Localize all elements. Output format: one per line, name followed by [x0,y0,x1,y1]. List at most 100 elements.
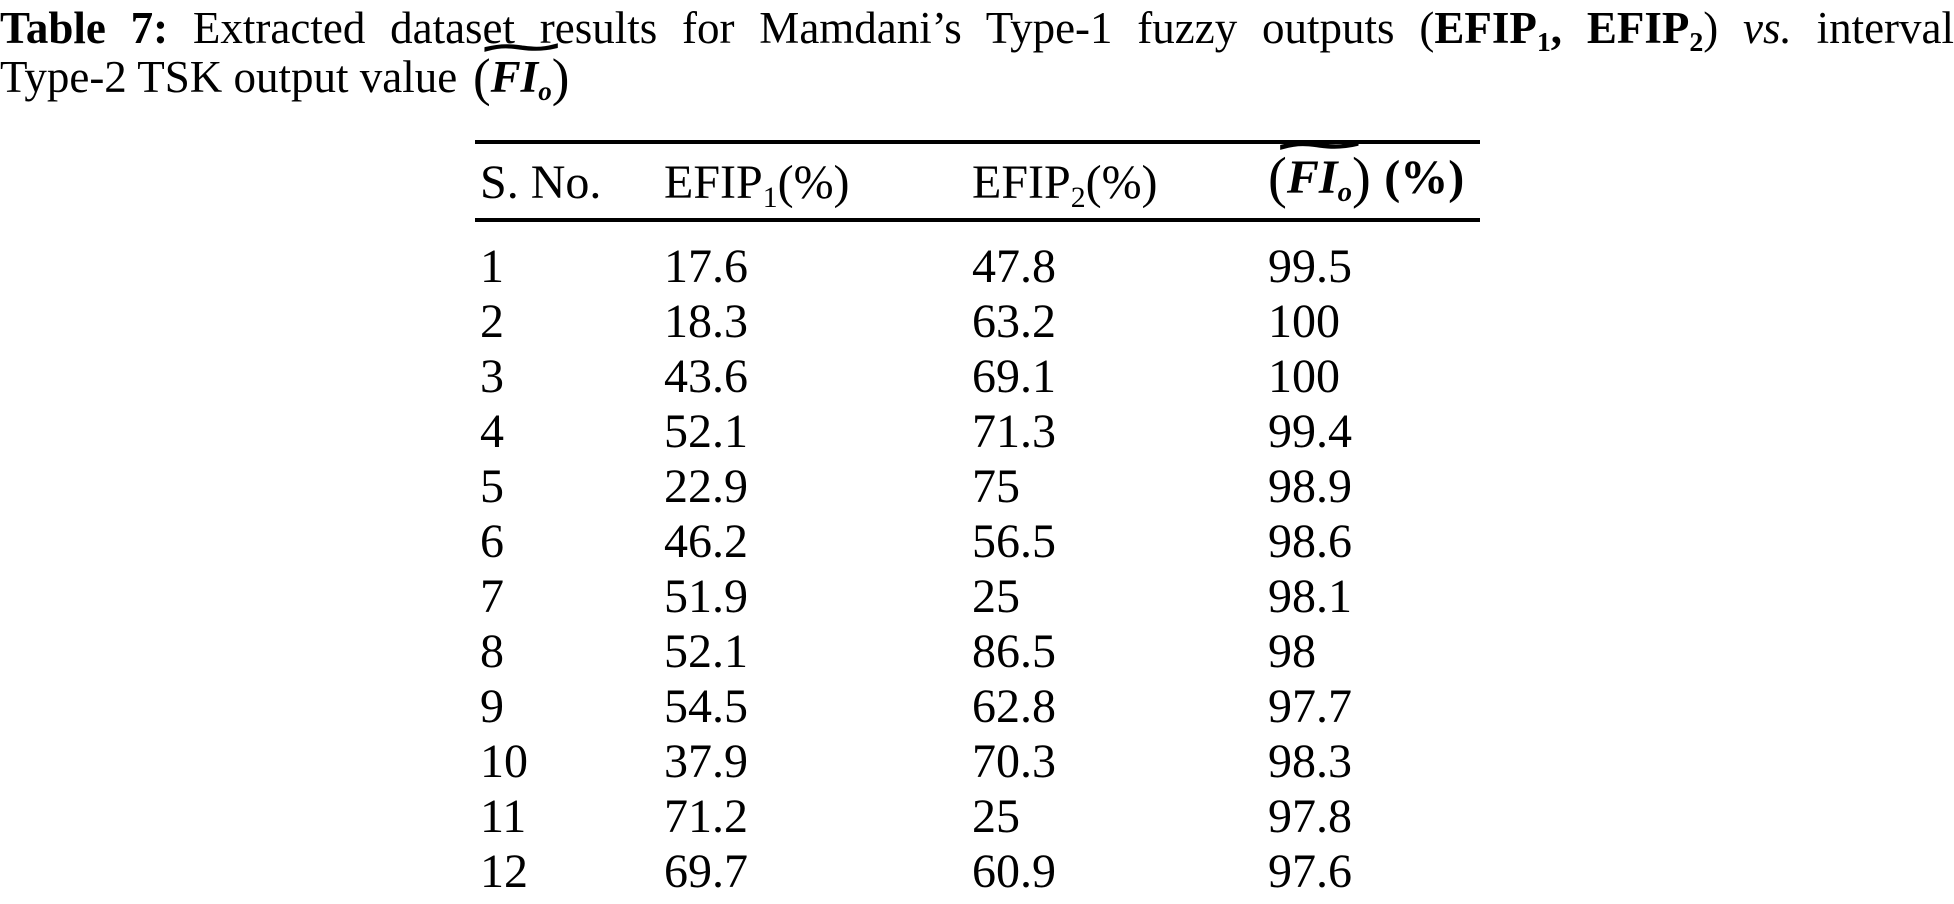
cell-value: 43.6 [664,350,748,404]
header-cell-efip2: EFIP2(%) [972,142,1268,223]
cell-value: 69.1 [972,350,1056,404]
cell-value: 56.5 [972,515,1056,569]
math-paren-close: ) [1351,147,1371,210]
caption-line2-text: Type-2 TSK output value [0,52,458,102]
cell-serial-no: 8 [480,625,504,679]
table-header-row: S. No. EFIP1(%) EFIP2(%) (∼ FIo) (%) [475,126,1480,223]
cell-value: 60.9 [972,845,1056,899]
cell-value: 25 [972,570,1020,624]
table-body: 1 17.6 47.8 99.5 2 18.3 63.2 100 3 43.6 69.1 100 4 52… [475,220,1480,904]
cell-serial-no: 6 [480,515,504,569]
fio-percent: (%) [1384,150,1465,204]
cell-value: 97.6 [1268,845,1352,899]
caption-tail: interval [1791,3,1954,53]
table-row: 11 71.2 25 97.8 [475,789,1480,844]
cell-value: 62.8 [972,680,1056,734]
cell-value: 100 [1268,350,1340,404]
cell-value: 98.6 [1268,515,1352,569]
cell-serial-no: 9 [480,680,504,734]
cell-serial-no: 12 [480,845,528,899]
cell-value: 99.5 [1268,240,1352,294]
cell-value: 99.4 [1268,405,1352,459]
fio-letters: FI [490,52,539,102]
caption-line-2: Type-2 TSK output value (∼ FIo) [0,30,1954,105]
cell-value: 17.6 [664,240,748,294]
cell-value: 69.7 [664,845,748,899]
table-row: 9 54.5 62.8 97.7 [475,679,1480,734]
efip2-subscript: 2 [1070,180,1086,214]
caption-efip2-sub: 2 [1689,26,1704,58]
results-table: S. No. EFIP1(%) EFIP2(%) (∼ FIo) (%) 1 17.6… [475,126,1480,904]
cell-value: 97.7 [1268,680,1352,734]
cell-value: 54.5 [664,680,748,734]
caption-efip-separator: , [1550,3,1587,53]
cell-serial-no: 5 [480,460,504,514]
cell-value: 22.9 [664,460,748,514]
caption-paren-open: ( [1419,3,1435,53]
fio-math-term: (∼ FIo) [473,30,569,105]
table-row: 6 46.2 56.5 98.6 [475,514,1480,569]
math-paren-close: ) [551,49,570,108]
table-row: 2 18.3 63.2 100 [475,294,1480,349]
wide-tilde-accent: ∼ [474,28,568,68]
fio-symbol: ∼ FIo [475,30,568,105]
header-cell-efip1: EFIP1(%) [664,142,972,223]
caption-line-1: Table 7: Extracted dataset results for M… [0,3,1954,58]
cell-value: 75 [972,460,1020,514]
cell-serial-no: 7 [480,570,504,624]
cell-serial-no: 1 [480,240,504,294]
fio-subscript: o [538,76,552,107]
results-table-container: S. No. EFIP1(%) EFIP2(%) (∼ FIo) (%) 1 17.6… [475,126,1480,904]
efip2-percent: (%) [1085,156,1158,210]
caption-text: Extracted dataset results for Mamdani’s … [168,3,1420,53]
cell-value: 25 [972,790,1020,844]
cell-value: 52.1 [664,625,748,679]
table-row: 7 51.9 25 98.1 [475,569,1480,624]
cell-value: 100 [1268,295,1340,349]
cell-value: 46.2 [664,515,748,569]
table-row: 8 52.1 86.5 98 [475,624,1480,679]
cell-value: 98.1 [1268,570,1352,624]
table-row: 5 22.9 75 98.9 [475,459,1480,514]
math-paren-open: ( [1268,147,1287,210]
table-row: 3 43.6 69.1 100 [475,349,1480,404]
header-cell-serial-no: S. No. [475,142,664,223]
cell-serial-no: 11 [480,790,527,844]
table-caption: Table 7: Extracted dataset results for M… [0,0,1954,105]
cell-value: 70.3 [972,735,1056,789]
cell-value: 71.2 [664,790,748,844]
table-row: 1 17.6 47.8 99.5 [475,220,1480,294]
cell-value: 98.9 [1268,460,1352,514]
cell-serial-no: 2 [480,295,504,349]
cell-value: 86.5 [972,625,1056,679]
efip1-percent: (%) [777,156,850,210]
fio-subscript: o [1337,176,1352,209]
header-cell-fio: (∼ FIo) (%) [1268,126,1480,223]
cell-value: 98.3 [1268,735,1352,789]
wide-tilde-accent: ∼ [1269,123,1370,167]
cell-value: 71.3 [972,405,1056,459]
caption-efip1: EFIP1, EFIP2 [1434,3,1704,58]
fio-math-term: (∼ FIo) [1268,126,1371,209]
caption-paren-close: ) [1703,3,1744,53]
cell-value: 63.2 [972,295,1056,349]
table-row: 10 37.9 70.3 98.3 [475,734,1480,789]
cell-value: 52.1 [664,405,748,459]
cell-value: 37.9 [664,735,748,789]
table-row: 4 52.1 71.3 99.4 [475,404,1480,459]
caption-efip2: EFIP [1586,3,1690,53]
caption-efip1-sub: 1 [1536,26,1551,58]
caption-vs: vs. [1743,3,1792,53]
cell-serial-no: 10 [480,735,528,789]
caption-label: Table 7: [0,3,169,53]
math-paren-open: ( [472,49,491,108]
cell-serial-no: 3 [480,350,504,404]
cell-serial-no: 4 [480,405,504,459]
fio-symbol: ∼ FIo [1270,126,1369,209]
efip1-subscript: 1 [762,180,778,214]
cell-value: 18.3 [664,295,748,349]
fio-letters: FI [1286,150,1338,204]
cell-value: 47.8 [972,240,1056,294]
cell-value: 51.9 [664,570,748,624]
